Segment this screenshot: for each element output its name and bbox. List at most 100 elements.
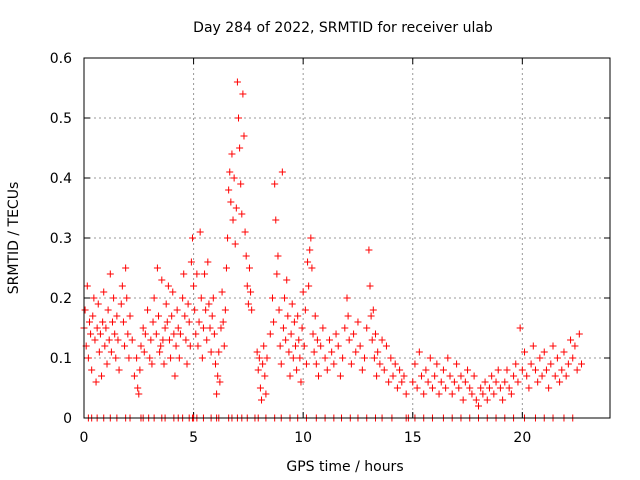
data-point (481, 378, 489, 386)
data-point (288, 300, 296, 308)
data-point (558, 366, 566, 374)
data-point (518, 366, 526, 374)
data-point (309, 330, 317, 338)
data-point (396, 366, 404, 374)
data-point (270, 318, 278, 326)
data-point (542, 366, 550, 374)
data-point (560, 348, 568, 356)
data-point (455, 384, 463, 392)
data-point (206, 324, 214, 332)
data-point (193, 270, 201, 278)
data-point (188, 234, 196, 242)
data-point (510, 372, 518, 380)
data-point (442, 384, 450, 392)
data-point (334, 342, 342, 350)
data-point (217, 324, 225, 332)
data-point (274, 252, 282, 260)
data-point (385, 378, 393, 386)
data-point (311, 312, 319, 320)
data-point (516, 324, 524, 332)
data-point (444, 354, 452, 362)
data-point (296, 354, 304, 362)
data-point (369, 306, 377, 314)
data-point (152, 330, 160, 338)
data-point (538, 372, 546, 380)
data-point (192, 330, 200, 338)
data-point (298, 324, 306, 332)
data-point (468, 390, 476, 398)
data-point (114, 336, 122, 344)
data-point (505, 384, 513, 392)
data-point (160, 360, 168, 368)
data-point (253, 348, 261, 356)
data-point (121, 342, 129, 350)
data-point (461, 378, 469, 386)
data-point (352, 348, 360, 356)
data-point (344, 312, 352, 320)
data-point (472, 396, 480, 404)
data-point (183, 360, 191, 368)
data-point (290, 318, 298, 326)
data-point (374, 348, 382, 356)
data-point (111, 330, 119, 338)
data-point (161, 324, 169, 332)
data-point (130, 372, 138, 380)
data-point (100, 288, 108, 296)
data-point (301, 306, 309, 314)
x-tick-label: 15 (404, 430, 422, 446)
data-point (450, 378, 458, 386)
data-point (139, 324, 147, 332)
data-point (144, 306, 152, 314)
data-point (466, 384, 474, 392)
data-point (221, 306, 229, 314)
data-point (263, 354, 271, 362)
data-point (232, 204, 240, 212)
data-point (184, 300, 192, 308)
data-point (556, 378, 564, 386)
data-point (231, 240, 239, 248)
data-point (273, 270, 281, 278)
data-point (225, 186, 233, 194)
data-point (180, 270, 188, 278)
data-point (157, 342, 165, 350)
data-point (141, 330, 149, 338)
data-point (88, 366, 96, 374)
y-tick-label: 0.4 (50, 171, 72, 187)
data-point (446, 372, 454, 380)
data-point (89, 312, 97, 320)
data-point (507, 390, 515, 398)
data-point (159, 336, 167, 344)
data-point (488, 372, 496, 380)
data-point (490, 390, 498, 398)
data-point (571, 342, 579, 350)
data-point (366, 282, 374, 290)
data-point (218, 288, 226, 296)
data-point (358, 366, 366, 374)
data-point (113, 312, 121, 320)
data-point (245, 264, 253, 272)
data-point (494, 366, 502, 374)
data-point (389, 372, 397, 380)
data-point (569, 354, 577, 362)
x-axis-label: GPS time / hours (286, 459, 403, 475)
data-point (256, 384, 264, 392)
data-point (176, 330, 184, 338)
data-point (536, 354, 544, 362)
data-point (209, 294, 217, 302)
data-point (117, 300, 125, 308)
data-point (91, 336, 99, 344)
data-point (448, 390, 456, 398)
data-point (103, 360, 111, 368)
data-point (239, 90, 247, 98)
data-point (527, 360, 535, 368)
data-point (165, 336, 173, 344)
data-point (313, 336, 321, 344)
data-point (197, 294, 205, 302)
data-point (134, 384, 142, 392)
data-point (93, 324, 101, 332)
data-point (214, 372, 222, 380)
y-tick-label: 0.5 (50, 111, 72, 127)
data-point (123, 294, 131, 302)
data-point (240, 132, 248, 140)
data-point (96, 330, 104, 338)
